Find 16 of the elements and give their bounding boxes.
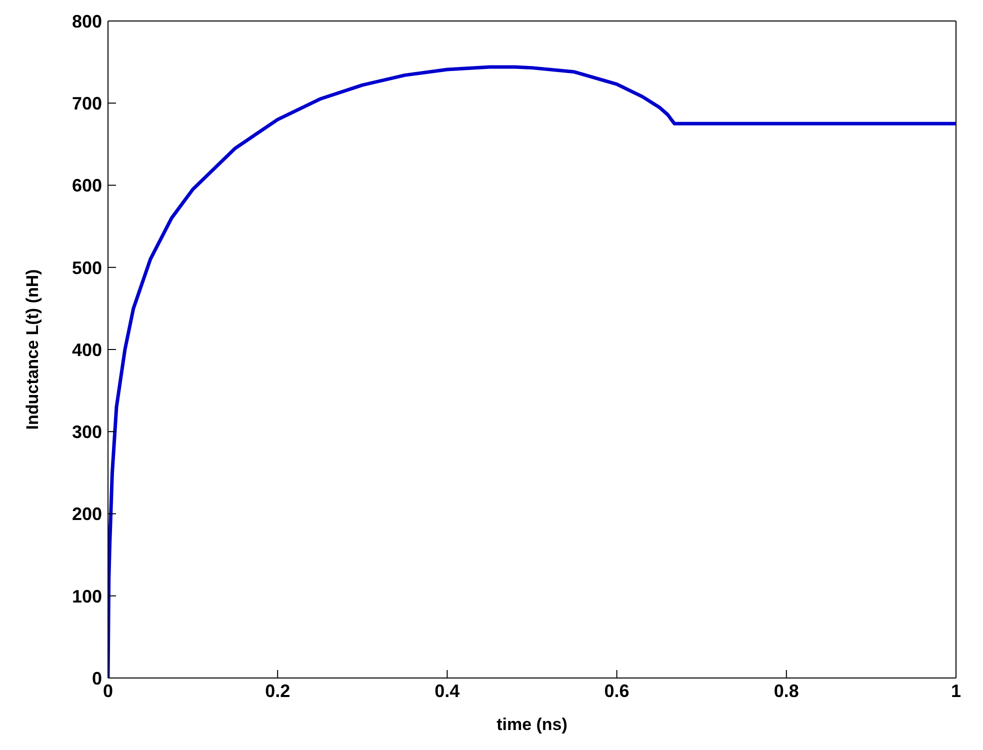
y-tick-label: 700 <box>72 94 102 114</box>
x-tick-label: 1 <box>950 680 962 701</box>
y-tick-label: 600 <box>72 176 102 196</box>
y-axis-title: Inductance L(t) (nH) <box>23 269 42 430</box>
y-tick-label: 400 <box>72 340 102 360</box>
x-axis-title: time (ns) <box>496 715 568 734</box>
x-tick-label: 0.2 <box>265 680 290 701</box>
y-tick-label: 300 <box>72 422 102 442</box>
y-tick-label: 800 <box>72 11 102 32</box>
y-tick-label: 0 <box>92 668 102 688</box>
y-tick-label: 500 <box>72 258 102 278</box>
x-tick-label: 0.8 <box>774 680 799 701</box>
y-tick-label: 200 <box>72 504 102 524</box>
x-tick-label: 0.4 <box>434 680 460 701</box>
x-tick-label: 0.6 <box>604 680 630 701</box>
y-tick-label: 100 <box>72 586 102 606</box>
